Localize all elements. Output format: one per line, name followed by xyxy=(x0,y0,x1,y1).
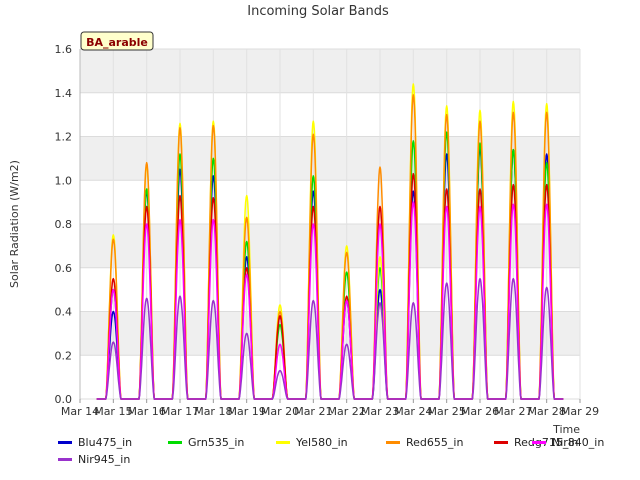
legend-swatch xyxy=(168,441,182,444)
badge-box xyxy=(80,31,154,51)
grid-band xyxy=(80,224,580,268)
grid-lines xyxy=(79,48,581,400)
y-tick-label: 1.6 xyxy=(55,43,73,56)
grid-bands xyxy=(80,49,580,356)
x-tick-label: Mar 20 xyxy=(261,405,299,418)
y-axis-label: Solar Radiation (W/m2) xyxy=(8,160,21,288)
legend-swatch xyxy=(386,441,400,444)
legend-label: Redg715_in xyxy=(514,436,579,449)
legend-label: Blu475_in xyxy=(78,436,133,449)
legend-swatch xyxy=(532,441,546,444)
grid-band xyxy=(80,49,580,93)
legend-item: Redg715_in xyxy=(494,436,578,449)
x-tick-label: Mar 16 xyxy=(128,405,166,418)
legend-swatch xyxy=(58,441,72,444)
x-tick-label: Mar 15 xyxy=(94,405,132,418)
y-tick-label: 0.6 xyxy=(55,262,73,275)
x-tick-label: Mar 18 xyxy=(194,405,232,418)
legend-label: Yel580_in xyxy=(296,436,348,449)
x-tick-label: Mar 28 xyxy=(528,405,566,418)
grid-band xyxy=(80,311,580,356)
legend-swatch xyxy=(276,441,290,444)
legend-item: Red655_in xyxy=(386,436,463,449)
y-tick-label: 1.4 xyxy=(55,87,73,100)
x-axis-label: Time xyxy=(552,423,580,436)
legend-swatch xyxy=(58,458,72,461)
x-tick-label: Mar 23 xyxy=(361,405,399,418)
legend-label: Nir840_in xyxy=(552,436,605,449)
legend-item: Blu475_in xyxy=(58,436,132,449)
legend-swatch xyxy=(494,441,508,444)
legend-label: Grn535_in xyxy=(188,436,245,449)
x-tick-label: Mar 24 xyxy=(394,405,432,418)
y-ticks: 0.0 0.2 0.4 0.6 0.8 1.0 1.2 1.4 1.6 xyxy=(55,43,73,406)
series-layer xyxy=(96,83,564,400)
legend-item: Nir840_in xyxy=(532,436,604,449)
x-tick-label: Mar 14 xyxy=(61,405,99,418)
badge-label: BA_arable xyxy=(86,36,148,49)
legend-item: Grn535_in xyxy=(168,436,244,449)
legend-item: Nir945_in xyxy=(58,453,130,466)
x-tick-label: Mar 25 xyxy=(428,405,466,418)
y-tick-label: 1.2 xyxy=(55,131,73,144)
x-tick-label: Mar 19 xyxy=(228,405,266,418)
x-tick-label: Mar 27 xyxy=(494,405,532,418)
grid-band xyxy=(80,136,580,181)
y-tick-label: 0.0 xyxy=(55,393,73,406)
x-tick-label: Mar 29 xyxy=(561,405,599,418)
legend-label: Nir945_in xyxy=(78,453,131,466)
x-tick-label: Mar 17 xyxy=(161,405,199,418)
legend-label: Red655_in xyxy=(406,436,464,449)
legend-item: Yel580_in xyxy=(276,436,348,449)
x-tick-label: Mar 21 xyxy=(294,405,332,418)
series-line-nir945_in xyxy=(96,277,564,400)
y-tick-label: 0.8 xyxy=(55,218,73,231)
y-tick-label: 1.0 xyxy=(55,174,73,187)
chart-title: Incoming Solar Bands xyxy=(247,4,389,19)
station-badge: BA_arable xyxy=(80,31,154,51)
x-tick-label: Mar 22 xyxy=(328,405,366,418)
y-tick-label: 0.4 xyxy=(55,306,73,319)
y-tick-label: 0.2 xyxy=(55,349,73,362)
x-tick-label: Mar 26 xyxy=(461,405,499,418)
